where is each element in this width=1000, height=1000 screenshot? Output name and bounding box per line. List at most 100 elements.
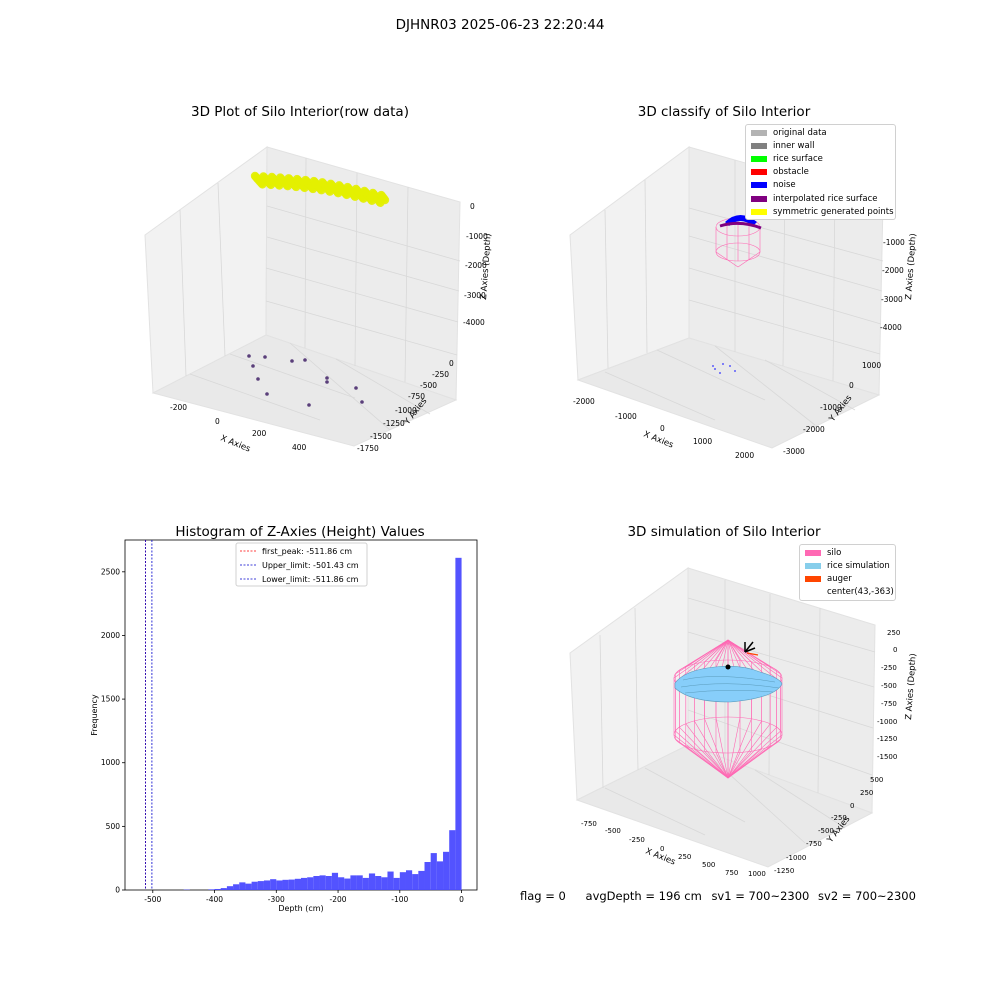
sim-z-tick: -750 — [881, 700, 897, 708]
histogram-legend: first_peak: -511.86 cm Upper_limit: -501… — [235, 542, 368, 587]
sim-z-tick: -1500 — [877, 753, 897, 761]
histogram-bar — [270, 879, 277, 890]
histogram-chart: -500 -400 -300 -200 -100 0 0 500 1000 1500 2000 25… — [90, 539, 478, 913]
raw-y-tick: -1000 — [395, 406, 417, 415]
sim-z-tick: 0 — [893, 646, 897, 654]
histogram-bar — [350, 875, 357, 890]
scatter-point — [263, 355, 267, 359]
histogram-bar — [331, 872, 339, 890]
legend-swatch — [751, 208, 767, 215]
sim-z-tick: -250 — [881, 664, 897, 672]
sim-y-tick: 500 — [870, 776, 883, 784]
y-tick-label: 2500 — [101, 567, 120, 576]
scatter-point — [303, 358, 307, 362]
histogram-x-ticks: -500 -400 -300 -200 -100 0 — [144, 890, 464, 904]
sim-z-tick: -1250 — [877, 735, 897, 743]
silo-hopper-line — [727, 726, 777, 779]
histogram-plot-area — [124, 539, 478, 891]
y-tick-label: 0 — [115, 886, 120, 895]
sim-y-tick: -1250 — [774, 867, 794, 875]
x-tick-label: 0 — [459, 895, 464, 904]
sim-y-tick: -250 — [831, 814, 847, 822]
raw-x-tick: 200 — [252, 429, 267, 438]
legend-rice-surface: rice surface — [746, 152, 895, 165]
raw-y-tick: -1500 — [370, 432, 392, 441]
silo-hopper-line — [704, 718, 729, 779]
histogram-bar — [368, 873, 376, 890]
histogram-bar — [375, 876, 382, 890]
avg-depth-value: avgDepth = 196 cm — [585, 889, 702, 903]
histogram-bar — [294, 878, 301, 890]
classify-z-tick: -3000 — [881, 295, 903, 304]
x-tick-label: -300 — [268, 895, 285, 904]
silo-roof-line — [704, 639, 729, 663]
silo-hopper-line — [727, 720, 762, 779]
x-tick-label: -200 — [330, 895, 347, 904]
legend-swatch — [751, 169, 767, 176]
y-tick-label: 1000 — [101, 758, 120, 767]
legend-swatch — [751, 195, 767, 202]
histogram-bar — [208, 889, 215, 890]
histogram-bar — [282, 879, 289, 890]
histogram-bar — [319, 875, 326, 890]
silo-hopper-line — [727, 723, 771, 779]
legend-auger: auger — [800, 572, 895, 585]
classify-plot-title: 3D classify of Silo Interior — [637, 104, 811, 120]
histogram-title: Histogram of Z-Axies (Height) Values — [175, 524, 425, 540]
scatter-point — [247, 354, 251, 358]
raw-plot-title: 3D Plot of Silo Interior(row data) — [191, 104, 409, 120]
sim-x-tick: 250 — [678, 853, 691, 861]
classify-legend: original data inner wall rice surface ob… — [745, 124, 896, 221]
rice-simulation-surface — [674, 665, 783, 703]
histogram-bar — [338, 877, 345, 890]
histogram-bar — [263, 880, 271, 890]
histogram-bar — [239, 882, 246, 890]
histogram-bar — [412, 874, 419, 890]
silo-hopper-line — [727, 734, 783, 779]
silo-roof-line — [727, 639, 741, 661]
legend-upper-limit: Upper_limit: -501.43 cm — [262, 561, 359, 570]
histogram-bar — [449, 830, 456, 890]
x-tick-label: -100 — [391, 895, 408, 904]
classify-x-label: X Axies — [642, 430, 675, 451]
histogram-bar — [233, 884, 240, 890]
figure-title: DJHNR03 2025-06-23 22:20:44 — [395, 17, 605, 33]
histogram-bar — [399, 872, 406, 890]
sv2-value: sv2 = 700~2300 — [818, 889, 916, 903]
flag-value: flag = 0 — [520, 889, 566, 903]
legend-rice-simulation: rice simulation — [800, 559, 895, 572]
legend-noise: noise — [746, 179, 895, 192]
silo-hopper-line — [727, 718, 752, 779]
histogram-bar — [325, 876, 332, 890]
sim-x-tick: 0 — [660, 845, 664, 853]
sim-z-tick: 250 — [887, 629, 900, 637]
histogram-bar — [424, 862, 431, 890]
sim-z-label: Z Axies (Depth) — [904, 653, 919, 720]
simulation-3d-plot: -750 -500 -250 0 250 500 750 1000 500 25… — [569, 567, 919, 878]
histogram-bar — [288, 879, 295, 890]
silo-hopper-line — [679, 726, 729, 779]
legend-swatch — [751, 129, 767, 136]
sim-x-tick: 1000 — [748, 870, 766, 878]
legend-swatch — [805, 589, 821, 595]
sim-y-tick: -750 — [806, 840, 822, 848]
scatter-point — [360, 400, 364, 404]
rice-point — [380, 195, 390, 205]
histogram-bar — [430, 853, 437, 890]
histogram-bar — [387, 871, 394, 890]
raw-y-tick: -250 — [432, 370, 449, 379]
histogram-bar — [344, 878, 351, 890]
classify-y-tick: -2000 — [803, 425, 825, 434]
histogram-reference-lines — [145, 540, 153, 890]
classify-y-tick: 1000 — [862, 361, 881, 370]
raw-y-tick: -500 — [420, 381, 437, 390]
histogram-bar — [405, 870, 413, 890]
classify-x-tick: -1000 — [615, 412, 637, 421]
simulation-plot-title: 3D simulation of Silo Interior — [627, 524, 821, 540]
histogram-bar — [257, 881, 264, 890]
scatter-point — [251, 364, 255, 368]
simulation-legend: silo rice simulation auger center(43,-36… — [799, 544, 896, 601]
raw-z-label: Z Axies (Depth) — [479, 233, 494, 300]
sim-y-tick: -1000 — [786, 854, 806, 862]
silo-roof-line — [727, 639, 752, 663]
